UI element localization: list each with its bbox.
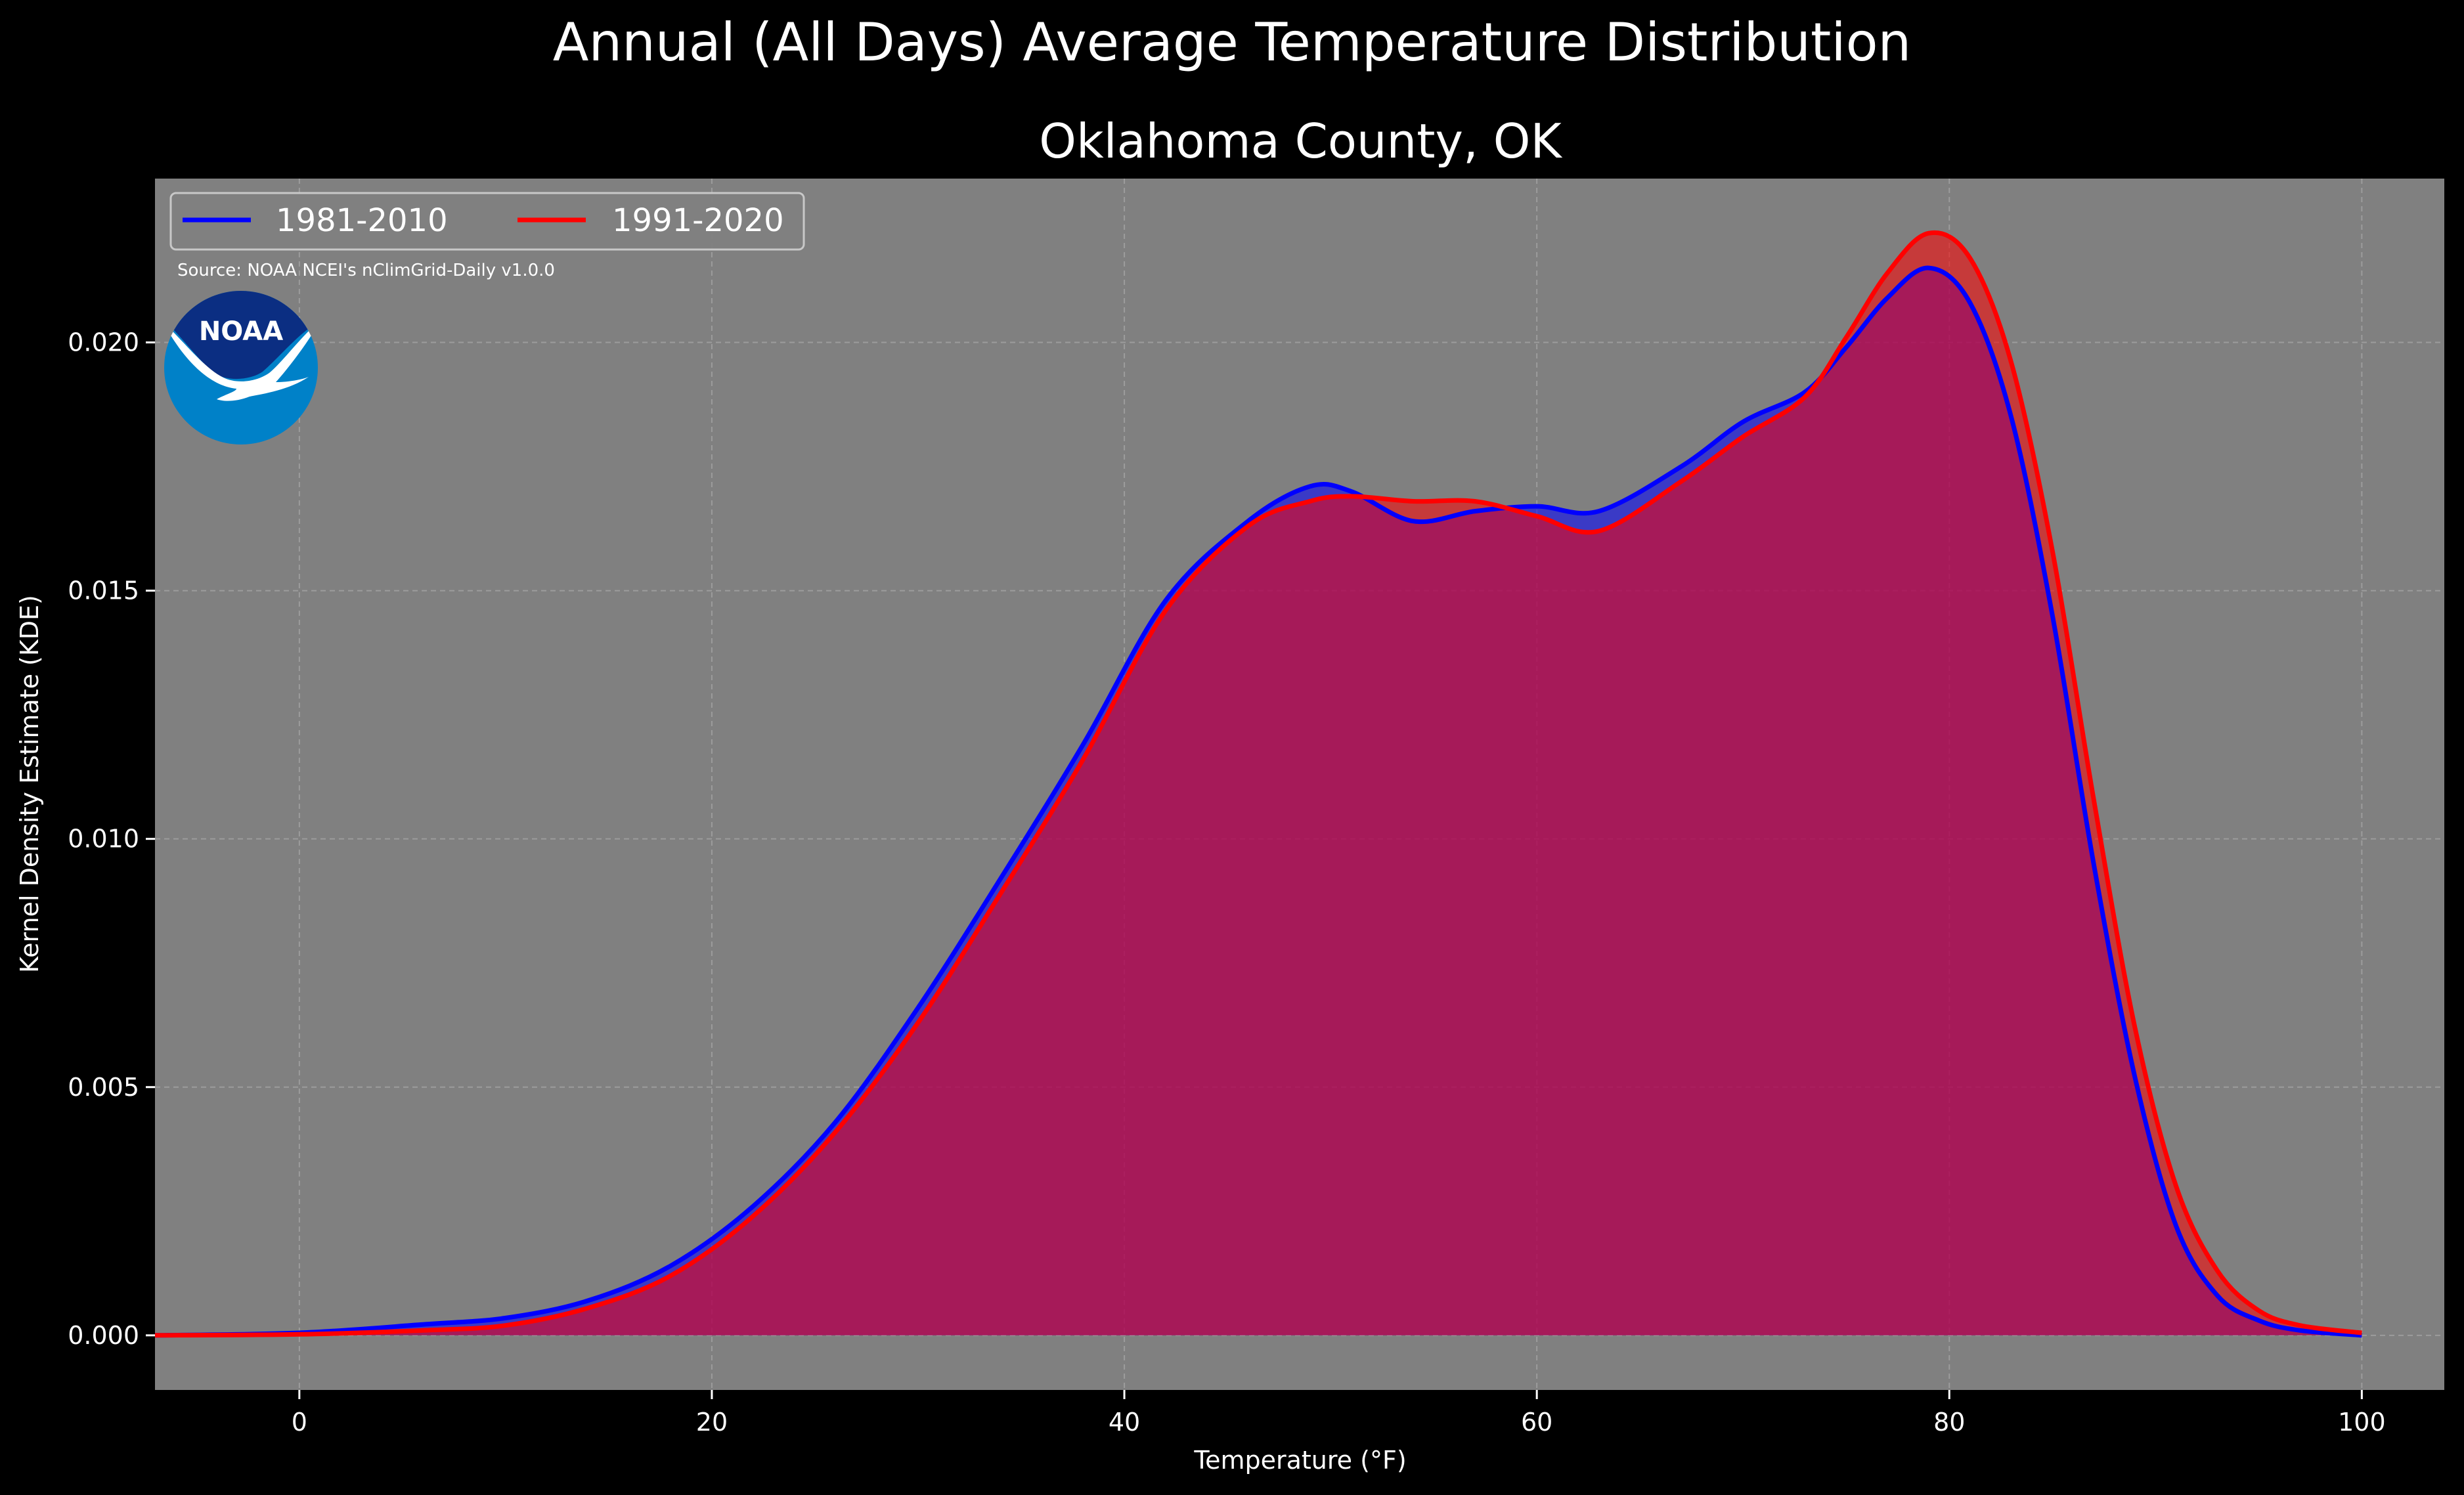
y-axis-label: Kernel Density Estimate (KDE) xyxy=(15,595,44,973)
series-line-1981-2010 xyxy=(154,265,2362,1338)
x-tick-label: 40 xyxy=(1109,1408,1140,1437)
noaa-logo-text: NOAA xyxy=(199,316,283,347)
y-tick-label: 0.015 xyxy=(68,576,139,605)
x-tick-label: 0 xyxy=(292,1408,307,1437)
series-layer xyxy=(154,230,2362,1338)
y-tick-label: 0.000 xyxy=(68,1321,139,1350)
x-axis-label: Temperature (°F) xyxy=(1193,1446,1406,1475)
y-axis-ticks: 0.000 0.005 0.010 0.015 0.020 xyxy=(68,328,155,1350)
y-tick-label: 0.020 xyxy=(68,328,139,357)
x-tick-label: 60 xyxy=(1521,1408,1552,1437)
x-tick-label: 80 xyxy=(1933,1408,1965,1437)
y-tick-label: 0.010 xyxy=(68,825,139,854)
noaa-logo: NOAA xyxy=(164,291,318,444)
figure-title: Annual (All Days) Average Temperature Di… xyxy=(553,12,1911,73)
series-fill-1991-2020 xyxy=(155,232,2362,1335)
legend-label-1981-2010: 1981-2010 xyxy=(276,202,448,239)
legend: 1981-2010 1991-2020 xyxy=(169,192,805,251)
series-line-1991-2020 xyxy=(154,230,2362,1338)
chart-subtitle: Oklahoma County, OK xyxy=(1039,114,1562,169)
source-note: Source: NOAA NCEI's nClimGrid-Daily v1.0… xyxy=(177,261,555,280)
x-tick-label: 100 xyxy=(2338,1408,2386,1437)
y-tick-label: 0.005 xyxy=(68,1073,139,1102)
legend-box xyxy=(169,192,805,251)
x-tick-label: 20 xyxy=(696,1408,728,1437)
legend-label-1991-2020: 1991-2020 xyxy=(612,202,784,239)
x-axis-ticks: 0 20 40 60 80 100 xyxy=(292,1390,2386,1437)
